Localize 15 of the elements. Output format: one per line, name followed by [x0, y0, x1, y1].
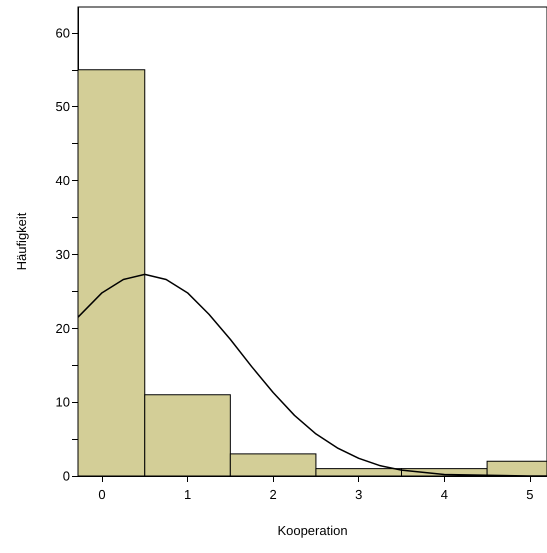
x-tick-label: 1: [184, 487, 192, 502]
y-tick-label: 30: [56, 246, 70, 262]
x-tick-label: 0: [98, 487, 106, 502]
y-tick-label: 20: [56, 320, 70, 336]
y-tick-label: 0: [62, 468, 70, 484]
x-tick-label: 3: [355, 487, 362, 502]
y-axis-title: Häufigkeit: [14, 212, 29, 270]
y-tick-label: 50: [56, 99, 70, 114]
y-tick-label: 60: [56, 25, 70, 40]
x-tick-label: 5: [526, 487, 534, 502]
x-tick-label: 4: [440, 487, 448, 502]
x-axis-title: Kooperation: [277, 523, 348, 538]
x-tick-label: 2: [270, 487, 277, 502]
y-tick-label: 40: [56, 173, 70, 188]
y-tick-label: 10: [56, 394, 70, 410]
